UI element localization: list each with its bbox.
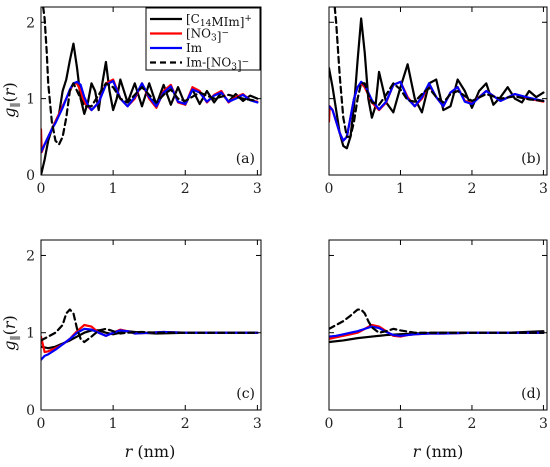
plot-frame — [328, 239, 548, 411]
plot-frame — [40, 6, 262, 176]
plot-frame — [40, 239, 262, 411]
series-line-0 — [41, 42, 259, 175]
x-tick-label: 0 — [325, 181, 334, 197]
series-line-3 — [333, 7, 545, 138]
series-line-1 — [41, 78, 259, 154]
series-line-2 — [329, 80, 545, 142]
series-group — [329, 308, 545, 344]
x-tick-label: 1 — [109, 416, 118, 432]
y-tick-label: 0 — [26, 168, 35, 184]
x-tick-label: 2 — [467, 181, 476, 197]
series-group — [329, 7, 545, 150]
series-group — [41, 7, 259, 175]
legend-label-0: [C14MIm]+ — [186, 12, 252, 29]
x-tick-label: 2 — [181, 416, 190, 432]
x-axis-label-left: r (nm) — [125, 442, 176, 461]
y-axis-label-top: g∥(r) — [0, 82, 22, 118]
panel-label: (b) — [521, 151, 541, 167]
x-tick-label: 3 — [539, 181, 548, 197]
panel-d: 0 1 2 3 (d) — [325, 239, 548, 432]
panel-b: 0 1 2 3 (b) — [325, 6, 548, 197]
x-tick-label: 1 — [396, 416, 405, 432]
series-line-2 — [329, 325, 545, 338]
panel-c: 0 1 2 3 0 1 2 (c) — [26, 239, 262, 432]
y-tick-label: 1 — [26, 92, 35, 108]
x-tick-label: 1 — [109, 181, 118, 197]
series-line-3 — [41, 308, 259, 344]
series-line-3 — [329, 308, 545, 334]
x-tick-label: 1 — [396, 181, 405, 197]
panel-a: 0 1 2 3 0 1 2 (a) — [26, 6, 262, 197]
series-line-1 — [329, 80, 545, 142]
x-tick-label: 0 — [37, 416, 46, 432]
y-tick-label: 1 — [26, 326, 35, 342]
x-tick-label: 0 — [325, 416, 334, 432]
y-tick-label: 2 — [26, 15, 35, 31]
panel-label: (d) — [521, 386, 541, 402]
x-tick-label: 2 — [181, 181, 190, 197]
series-line-2 — [41, 79, 259, 154]
x-tick-label: 3 — [539, 416, 548, 432]
y-tick-label: 2 — [26, 248, 35, 264]
x-tick-label: 2 — [467, 416, 476, 432]
y-axis-label-bottom: g∥(r) — [0, 315, 22, 351]
panel-label: (a) — [236, 151, 255, 167]
x-tick-label: 0 — [37, 181, 46, 197]
plot-frame — [328, 6, 548, 176]
x-tick-label: 3 — [253, 181, 262, 197]
series-group — [41, 308, 259, 361]
y-tick-label: 0 — [26, 403, 35, 419]
panel-label: (c) — [236, 386, 255, 402]
legend-label-1: [NO3]− — [186, 27, 229, 44]
legend-label-3: Im-[NO3]− — [186, 56, 249, 73]
x-tick-label: 3 — [253, 416, 262, 432]
x-axis-label-right: r (nm) — [413, 442, 464, 461]
legend-label-2: Im — [186, 41, 203, 55]
series-line-3 — [42, 7, 259, 146]
